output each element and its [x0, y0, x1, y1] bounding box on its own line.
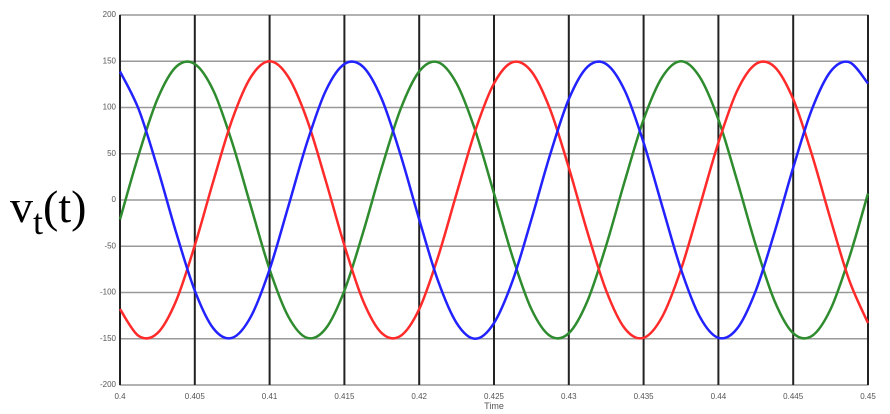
- x-tick-label: 0.4: [114, 392, 126, 401]
- y-label-arg: (t): [43, 181, 86, 232]
- y-label-sub: t: [33, 202, 43, 242]
- y-tick-label: 0: [112, 195, 117, 204]
- y-tick-label: -200: [100, 380, 117, 389]
- y-tick-label: 200: [103, 10, 117, 19]
- x-tick-label: 0.44: [711, 392, 727, 401]
- y-tick-label: 150: [103, 56, 117, 65]
- x-tick-label: 0.445: [783, 392, 804, 401]
- y-tick-label: 100: [103, 103, 117, 112]
- y-tick-label: -150: [100, 334, 117, 343]
- x-tick-label: 0.425: [484, 392, 505, 401]
- x-tick-label: 0.405: [185, 392, 206, 401]
- series-line: [118, 60, 869, 341]
- y-label-main: v: [10, 181, 33, 232]
- y-axis-label: vt(t): [10, 181, 86, 242]
- x-tick-label: 0.41: [262, 392, 278, 401]
- x-tick-label: 0.415: [334, 392, 355, 401]
- x-tick-label: 0.43: [561, 392, 577, 401]
- y-tick-label: -50: [104, 241, 116, 250]
- x-tick-label: 0.42: [411, 392, 427, 401]
- x-axis-label: Time: [484, 401, 504, 411]
- x-tick-label: 0.435: [634, 392, 655, 401]
- y-tick-label: -100: [100, 288, 117, 297]
- series-line: [118, 59, 870, 340]
- x-tick-label: 0.45: [860, 392, 876, 401]
- series-line: [118, 59, 870, 340]
- y-tick-label: 50: [107, 149, 116, 158]
